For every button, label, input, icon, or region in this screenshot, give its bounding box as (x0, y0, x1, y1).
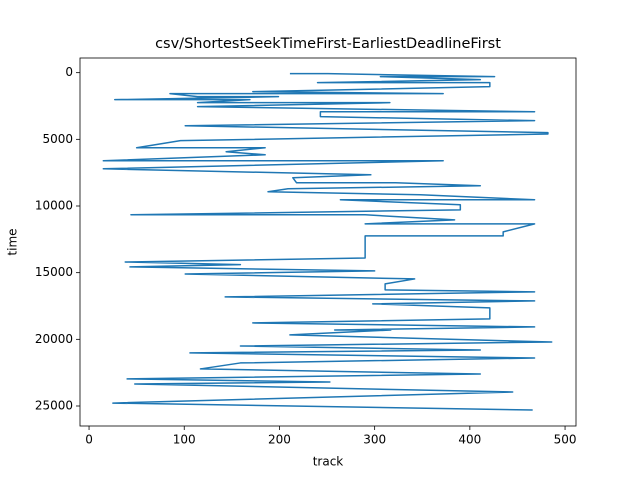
chart-title: csv/ShortestSeekTimeFirst-EarliestDeadli… (155, 36, 501, 52)
plot-frame (79, 57, 577, 427)
y-tick-label: 10000 (35, 199, 73, 213)
y-tick-label: 20000 (35, 332, 73, 346)
x-tick-label: 300 (363, 433, 386, 447)
x-tick-label: 400 (458, 433, 481, 447)
x-tick-label: 500 (554, 433, 577, 447)
x-axis-label: track (313, 455, 344, 469)
x-tick-label: 100 (173, 433, 196, 447)
y-tick-label: 15000 (35, 265, 73, 279)
x-tick-label: 0 (85, 433, 93, 447)
y-tick-label: 25000 (35, 399, 73, 413)
data-line (102, 72, 553, 411)
y-tick-label: 5000 (42, 132, 73, 146)
x-tick-label: 200 (268, 433, 291, 447)
y-tick-label: 0 (65, 65, 73, 79)
y-axis-label: time (6, 228, 20, 255)
